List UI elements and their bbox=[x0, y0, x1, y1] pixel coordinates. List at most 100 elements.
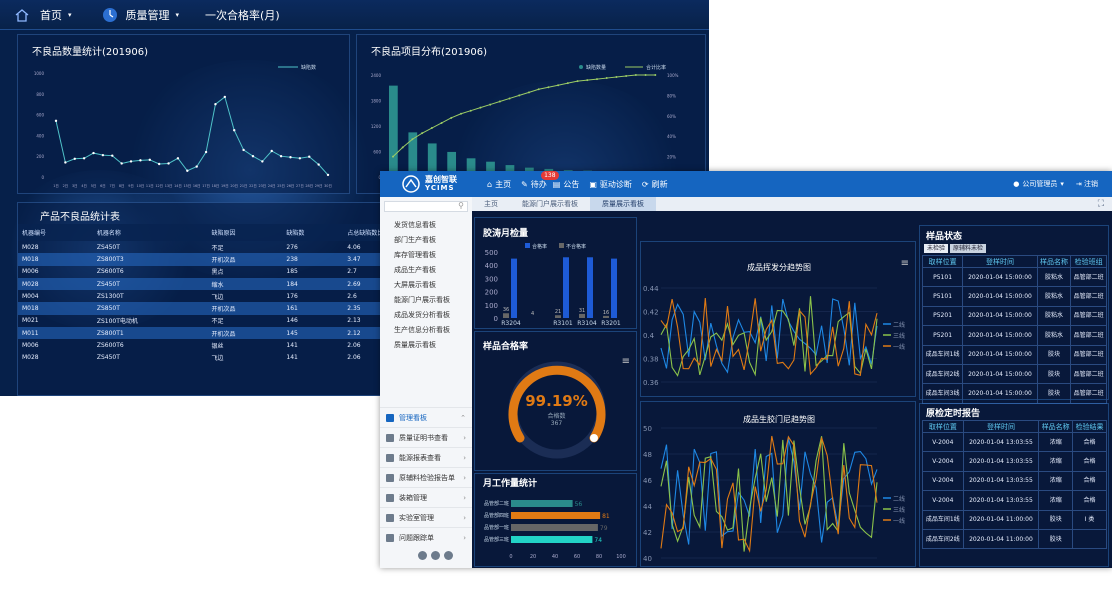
menu-item[interactable]: 装箱管理 › bbox=[380, 487, 472, 507]
search-input[interactable]: ⚲ bbox=[384, 201, 468, 212]
submenu-item[interactable]: 成品发货分析看板 bbox=[394, 311, 450, 319]
table-header: 缺陷原因 bbox=[207, 224, 283, 241]
x-tick-label: 5日 bbox=[91, 184, 97, 188]
data-point bbox=[129, 160, 133, 163]
menu-item[interactable]: 原辅料检验报告单 › bbox=[380, 467, 472, 487]
top-refresh[interactable]: ⟳ 刷新 bbox=[642, 179, 668, 190]
qualified-count: 367 bbox=[550, 420, 563, 427]
menu-icon[interactable]: ≡ bbox=[621, 356, 630, 367]
cum-point bbox=[460, 112, 462, 115]
table-cell: 浓缩 bbox=[1038, 451, 1074, 472]
top-logout[interactable]: ⇥ 注销 bbox=[1076, 179, 1098, 189]
tab-quality[interactable]: 质量展示看板 bbox=[590, 197, 656, 211]
bar bbox=[511, 500, 573, 507]
collapse-down-icon[interactable] bbox=[431, 551, 440, 560]
table-cell: 胶粘水 bbox=[1036, 286, 1072, 307]
defect-table-title: 产品不良品统计表 bbox=[40, 212, 120, 223]
submenu-item[interactable]: 生产信息分析看板 bbox=[394, 326, 450, 334]
legend-label: 一线 bbox=[893, 517, 905, 525]
nav-pass-rate[interactable]: 一次合格率(月) bbox=[205, 7, 280, 23]
top-notice[interactable]: ▤ 公告 bbox=[553, 179, 580, 190]
table-cell: 品管部二班 bbox=[1070, 286, 1107, 307]
table-cell: 185 bbox=[286, 268, 298, 276]
chevron-icon: ⌃ bbox=[460, 413, 466, 422]
submenu-item[interactable]: 成品生产看板 bbox=[394, 266, 436, 274]
chevron-icon: › bbox=[463, 453, 466, 462]
menu-icon bbox=[386, 453, 394, 462]
data-point bbox=[223, 95, 227, 99]
y-tick-label: 品管部三班 bbox=[484, 536, 509, 543]
todo-badge: 138 bbox=[541, 170, 559, 180]
data-point bbox=[176, 157, 180, 160]
menu-item[interactable]: 管理看板 ⌃ bbox=[380, 407, 472, 427]
menu-item[interactable]: 质量证明书查看 › bbox=[380, 427, 472, 447]
y-tick-label: 50 bbox=[643, 425, 652, 433]
table-row: 成品车间3线 2020-01-04 15:00:00 胶块 品管部二班 bbox=[921, 383, 1107, 404]
submenu-item[interactable]: 大屏展示看板 bbox=[394, 281, 436, 289]
nav-quality-label: 质量管理 bbox=[125, 8, 170, 22]
submenu-item[interactable]: 库存管理看板 bbox=[394, 251, 436, 259]
top-user[interactable]: ● 公司管理员 ▾ bbox=[1013, 179, 1064, 189]
x-tick-label: R3104 bbox=[577, 320, 597, 327]
table-cell: 2020-01-04 15:00:00 bbox=[962, 286, 1038, 307]
data-point bbox=[92, 151, 95, 155]
logout-icon: ⇥ bbox=[1075, 180, 1082, 188]
tab-home[interactable]: 主页 bbox=[484, 200, 498, 208]
collapse-up-icon[interactable] bbox=[418, 551, 427, 560]
x-tick-label: 3日 bbox=[72, 184, 78, 188]
menu-label: 质量证明书查看 bbox=[399, 433, 448, 442]
x-tick-label: 19日 bbox=[221, 184, 229, 188]
table-cell: ZS800T1 bbox=[92, 327, 208, 340]
top-todo[interactable]: ✎ 待办 138 bbox=[521, 170, 559, 190]
bar-ok bbox=[611, 258, 617, 318]
table-header: 登样时间 bbox=[962, 420, 1040, 433]
table-cell: M018 bbox=[18, 302, 93, 315]
top-auto[interactable]: ▣ 驱动诊断 bbox=[589, 179, 632, 190]
cum-point bbox=[644, 74, 647, 76]
submenu-item[interactable]: 发货信息看板 bbox=[394, 221, 436, 229]
cum-point bbox=[518, 94, 521, 97]
data-label: 16 bbox=[603, 310, 609, 316]
trend1-panel: 成品挥发分趋势图 ≡ 0.44 0.42 0.4 0.38 0.36 二线 三线 一线 bbox=[640, 241, 916, 397]
report-table: 取样位置 登样时间 样品名称 检验结果 V-2004 2020-01-04 13:03:5… bbox=[922, 420, 1107, 550]
submenu-item[interactable]: 质量展示看板 bbox=[394, 341, 436, 349]
menu-icon[interactable]: ≡ bbox=[900, 258, 909, 269]
table-cell: 合格 bbox=[1072, 490, 1107, 511]
tab-raw-uninspected[interactable]: 原辅料未检 bbox=[950, 244, 987, 253]
submenu-item[interactable]: 部门生产看板 bbox=[394, 236, 436, 244]
y-tick-label: 300 bbox=[485, 275, 498, 283]
data-point bbox=[204, 150, 208, 154]
sidebar: ⚲ 发货信息看板 部门生产看板 库存管理看板 成品生产看板 大屏展示看板能源门户展示看板… bbox=[380, 197, 472, 568]
menu-item[interactable]: 能源报表查看 › bbox=[380, 447, 472, 467]
nav-quality[interactable]: 质量管理 ▾ bbox=[102, 7, 179, 23]
data-point bbox=[214, 103, 217, 106]
table-cell: 2020-01-04 11:00:00 bbox=[962, 528, 1040, 550]
menu-item[interactable]: 问题跟踪单 › bbox=[380, 527, 472, 547]
x-tick-label: 20 bbox=[530, 554, 536, 560]
submenu-item[interactable]: 能源门户展示看板 bbox=[394, 296, 450, 304]
nav-home[interactable]: 首页 ▾ bbox=[14, 7, 72, 23]
table-cell: M028 bbox=[22, 243, 39, 251]
tab-uninspected[interactable]: 未检验 bbox=[924, 244, 949, 253]
menu-item[interactable]: 实验室管理 › bbox=[380, 507, 472, 527]
workload-panel: 月工作量统计 品管部二班 56 品管部四班 81 品管部一班 79 品管部三班 74 0 20 40… bbox=[474, 473, 637, 567]
table-cell: ZS450T bbox=[96, 243, 120, 251]
x-tick-label: 24日 bbox=[268, 184, 276, 188]
fullscreen-icon[interactable]: ⛶ bbox=[1097, 199, 1104, 209]
menu-label: 原辅料检验报告单 bbox=[399, 473, 455, 482]
menu-label: 能源报表查看 bbox=[399, 453, 441, 462]
table-cell: ZS850T bbox=[92, 302, 208, 315]
bar bbox=[389, 85, 398, 177]
qualified-value: 99.19% bbox=[525, 392, 588, 410]
top-home[interactable]: ⌂ 主页 bbox=[487, 179, 511, 190]
sidebar-controls bbox=[418, 551, 453, 560]
y-tick-label: 品管部一班 bbox=[484, 524, 509, 531]
table-cell: 161 bbox=[282, 302, 344, 315]
data-point bbox=[186, 169, 189, 172]
data-point bbox=[251, 155, 255, 158]
x-tick-label: 23日 bbox=[258, 184, 266, 188]
chevron-icon: › bbox=[463, 513, 466, 522]
y2-tick-label: 100% bbox=[667, 73, 679, 78]
tab-energy[interactable]: 能源门户展示看板 bbox=[522, 200, 578, 208]
grid-icon[interactable] bbox=[444, 551, 453, 560]
